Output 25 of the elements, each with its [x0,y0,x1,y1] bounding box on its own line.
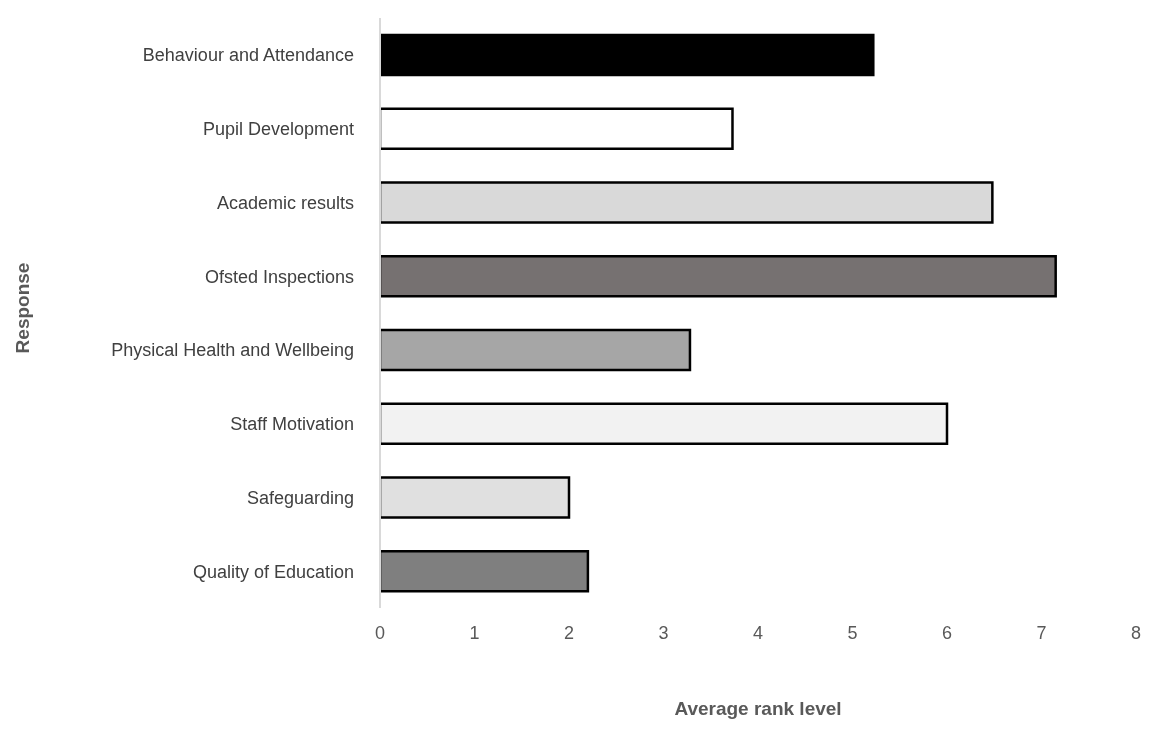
y-tick-label: Academic results [216,192,354,213]
x-tick-label: 3 [658,622,669,643]
bar [380,107,734,150]
y-tick-label: Staff Motivation [230,414,354,435]
bar [380,550,590,593]
x-tick-label: 8 [1130,622,1142,643]
bar [380,33,875,77]
x-tick-label: 4 [752,622,764,643]
y-tick-label: Ofsted Inspections [204,266,354,287]
x-tick-label: 5 [847,622,858,643]
y-tick-label: Physical Health and Wellbeing [111,340,354,361]
x-axis-title: Average rank level [673,698,843,720]
x-tick-label: 7 [1036,622,1047,643]
x-tick-label: 2 [563,622,575,643]
y-tick-label: Pupil Development [202,119,354,140]
x-tick-label: 0 [374,622,386,643]
y-tick-label: Quality of Education [192,561,354,582]
bar [380,328,692,372]
y-axis-title: Response [12,262,34,354]
bar [380,402,949,445]
y-tick-label: Behaviour and Attendance [142,45,354,66]
x-tick-label: 6 [941,622,953,643]
y-tick-label: Safeguarding [246,487,354,508]
x-tick-label: 1 [469,622,480,643]
bar [380,255,1057,298]
